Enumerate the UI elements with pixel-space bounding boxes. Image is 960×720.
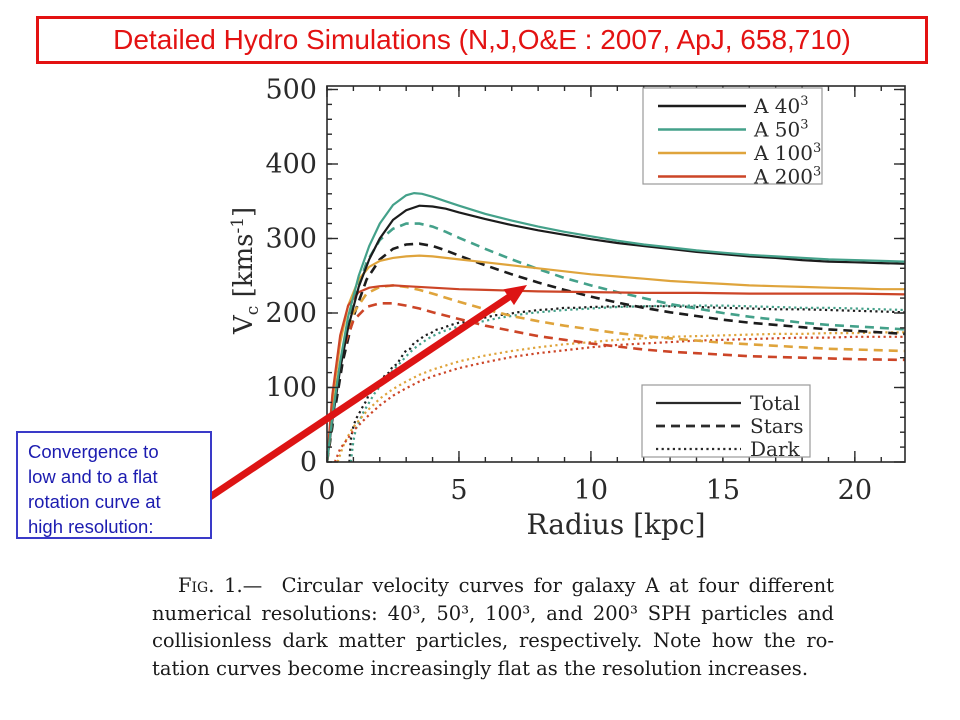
y-tick-label: 100 — [265, 373, 317, 404]
title-text: Detailed Hydro Simulations (N,J,O&E : 20… — [113, 24, 851, 55]
curve-A50-dark — [349, 304, 905, 462]
curve-A200-total — [327, 284, 905, 462]
arrow-head-icon — [503, 285, 527, 306]
caption-text: Circular velocity curves for galaxy A at… — [281, 574, 834, 597]
y-tick-label: 0 — [300, 447, 317, 478]
caption-line: Fig. 1.— Circular velocity curves for ga… — [152, 572, 834, 600]
annotation-line: low and to a flat — [28, 466, 158, 487]
legend-component-label: Total — [750, 391, 800, 415]
curve-A100-stars — [327, 284, 905, 462]
annotation-box: Convergence to low and to a flat rotatio… — [16, 431, 212, 539]
annotation-line: Convergence to — [28, 441, 159, 462]
x-tick-label: 5 — [450, 475, 467, 506]
x-tick-label: 15 — [706, 475, 740, 506]
curves-group — [327, 191, 905, 462]
curve-A200-stars — [327, 301, 905, 462]
y-axis-label: Vc [kms-1] — [228, 207, 263, 335]
x-tick-label: 20 — [838, 475, 872, 506]
annotation-line: high resolution: — [28, 516, 154, 537]
caption-fig-label: Fig. 1.— — [178, 574, 263, 597]
figure-caption: Fig. 1.— Circular velocity curves for ga… — [152, 572, 834, 682]
legend-resolution-label: A 503 — [753, 118, 809, 142]
caption-line: collisionless dark matter particles, res… — [152, 629, 834, 652]
caption-line: tation curves become increasingly flat a… — [152, 656, 809, 680]
curve-A100-dark — [336, 331, 905, 462]
legend-component-label: Dark — [750, 437, 801, 461]
curve-A40-stars — [327, 242, 905, 462]
x-tick-label: 0 — [318, 475, 335, 506]
y-tick-label: 300 — [265, 224, 317, 255]
legend-resolution-label: A 403 — [753, 94, 809, 118]
legend-resolution-label: A 2003 — [753, 165, 821, 189]
title-banner: Detailed Hydro Simulations (N,J,O&E : 20… — [36, 16, 928, 64]
x-axis-label: Radius [kpc] — [526, 508, 705, 541]
legend-resolution-label: A 1003 — [753, 141, 821, 165]
curve-A40-total — [327, 204, 905, 462]
annotation-line: rotation curve at — [28, 491, 161, 512]
curve-A50-total — [327, 191, 905, 462]
legend-component-label: Stars — [750, 414, 804, 438]
axis-ticks — [326, 86, 905, 463]
y-tick-label: 500 — [265, 75, 317, 106]
caption-line: numerical resolutions: 40³, 50³, 100³, a… — [152, 601, 834, 625]
y-tick-label: 200 — [265, 298, 317, 329]
plot-frame — [326, 85, 906, 463]
x-tick-label: 10 — [574, 475, 608, 506]
curve-A200-dark — [333, 335, 905, 462]
y-tick-label: 400 — [265, 149, 317, 180]
